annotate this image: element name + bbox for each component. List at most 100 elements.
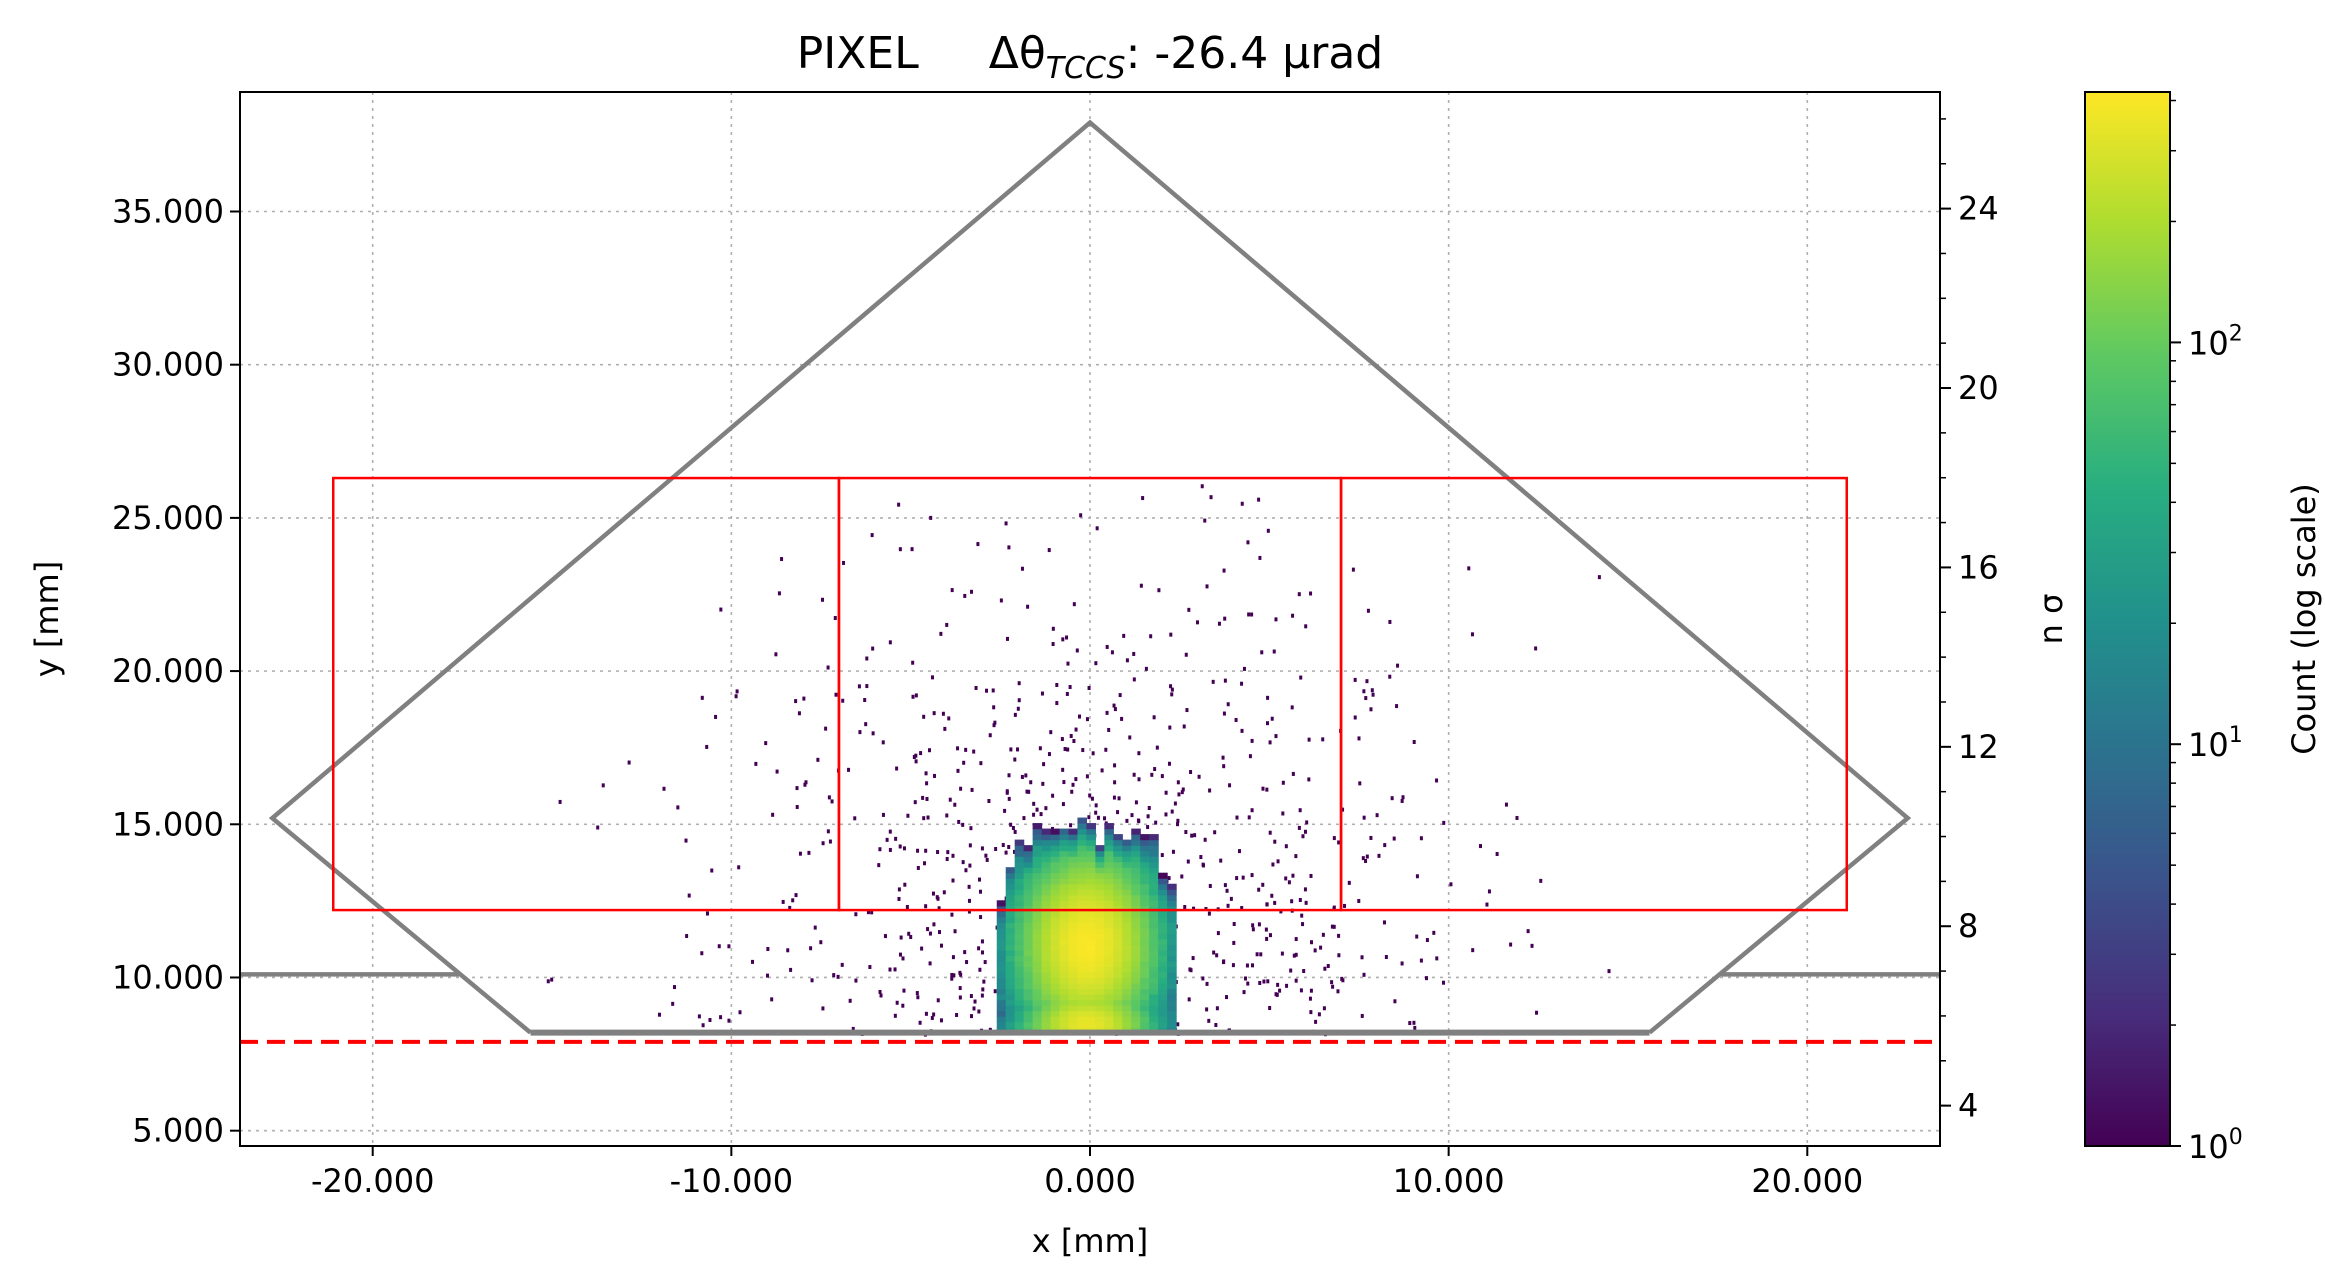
- hist-bin: [1077, 839, 1088, 846]
- hist-bin: [1077, 988, 1088, 995]
- hist-bin: [1077, 938, 1088, 945]
- hit: [1110, 650, 1114, 655]
- hist-bin: [1050, 994, 1061, 1001]
- hist-bin: [1086, 861, 1096, 868]
- hit: [1232, 922, 1236, 927]
- hist-bin: [1086, 971, 1096, 979]
- hist-bin: [1149, 960, 1159, 968]
- x-axis-label: x [mm]: [1032, 1222, 1148, 1260]
- hit: [1280, 951, 1284, 956]
- hist-bin: [1086, 999, 1096, 1006]
- hist-bin: [1104, 867, 1114, 874]
- hit: [1360, 955, 1364, 960]
- hit: [797, 711, 801, 716]
- hist-bin: [1095, 927, 1105, 934]
- hist-bin: [1104, 856, 1114, 863]
- hit: [895, 766, 899, 771]
- hit: [984, 853, 988, 858]
- hist-bin: [1113, 966, 1123, 973]
- hist-bin: [1113, 949, 1123, 957]
- hit: [1294, 978, 1298, 983]
- hist-bin: [1104, 933, 1114, 940]
- hist-bin: [996, 1010, 1007, 1017]
- hit: [1300, 913, 1304, 918]
- hist-bin: [1068, 867, 1079, 874]
- hist-bin: [1014, 949, 1025, 957]
- hist-bin: [1113, 850, 1123, 857]
- hist-bin: [1140, 966, 1150, 973]
- y-axis-ticks: 5.000 10.000 15.000 20.000 25.000 30.000 35.00…: [112, 192, 240, 1150]
- hist-bin: [1095, 889, 1105, 896]
- hit: [1226, 903, 1230, 908]
- hit: [1449, 882, 1453, 887]
- hit: [980, 939, 984, 944]
- hit: [1250, 612, 1254, 617]
- hit: [1408, 1021, 1412, 1026]
- hit: [922, 714, 926, 719]
- title-value: : -26.4 μrad: [1126, 28, 1384, 79]
- hist-bin: [1149, 982, 1159, 990]
- hit: [791, 898, 795, 903]
- hist-bin: [1023, 856, 1034, 863]
- hit: [883, 934, 887, 939]
- hit: [1072, 739, 1076, 744]
- hist-bin: [1068, 872, 1079, 879]
- hist-bin: [1014, 927, 1025, 934]
- title-prefix: PIXEL: [797, 28, 919, 79]
- hit: [1597, 575, 1601, 580]
- hit: [854, 912, 858, 917]
- hist-bin: [1113, 1016, 1123, 1023]
- hist-bin: [1014, 1021, 1025, 1028]
- hit: [781, 899, 785, 904]
- hit: [930, 1015, 934, 1020]
- hist-bin: [1086, 834, 1096, 841]
- hist-bin: [1041, 938, 1052, 945]
- hit: [1250, 808, 1254, 813]
- hist-bin: [1005, 916, 1016, 923]
- hist-bin: [1167, 977, 1177, 984]
- hist-bin: [1032, 938, 1043, 945]
- hist-bin: [1140, 845, 1150, 852]
- hist-bin: [1158, 1016, 1168, 1023]
- hist-bin: [1140, 960, 1150, 968]
- hit: [1013, 757, 1017, 762]
- hit: [1400, 798, 1404, 803]
- hit: [950, 912, 954, 917]
- hist-bin: [1131, 867, 1141, 874]
- hit: [710, 868, 714, 873]
- hit: [899, 935, 903, 940]
- hist-bin: [1095, 933, 1105, 940]
- hist-bin: [1122, 949, 1132, 957]
- hist-bin: [1068, 850, 1079, 857]
- hit: [1079, 513, 1083, 518]
- hit: [1285, 983, 1289, 988]
- hist-bin: [1050, 927, 1061, 934]
- hit: [1250, 738, 1254, 743]
- hit: [1377, 853, 1381, 858]
- hist-bin: [1014, 911, 1025, 918]
- hit: [994, 846, 998, 851]
- hit: [981, 950, 985, 955]
- hist-bin: [1131, 927, 1141, 934]
- colorbar-tick-label: 102: [2188, 321, 2243, 362]
- hist-bin: [1005, 1021, 1016, 1028]
- hit: [1259, 952, 1263, 957]
- hit: [916, 865, 920, 870]
- hit: [946, 850, 950, 855]
- hit: [970, 787, 974, 792]
- hit: [1072, 602, 1076, 607]
- hit: [1291, 873, 1295, 878]
- hist-bin: [1104, 823, 1114, 830]
- hit: [955, 1012, 959, 1017]
- hit: [988, 733, 992, 738]
- hist-bin: [1068, 845, 1079, 852]
- hit: [1309, 873, 1313, 878]
- hit: [780, 557, 784, 562]
- hit: [1276, 982, 1280, 987]
- hist-bin: [1149, 872, 1159, 879]
- hist-bin: [1014, 1016, 1025, 1023]
- hist-bin: [1140, 999, 1150, 1006]
- hist-bin: [1023, 900, 1034, 907]
- hist-bin: [1104, 894, 1114, 901]
- hist-bin: [1005, 1010, 1016, 1017]
